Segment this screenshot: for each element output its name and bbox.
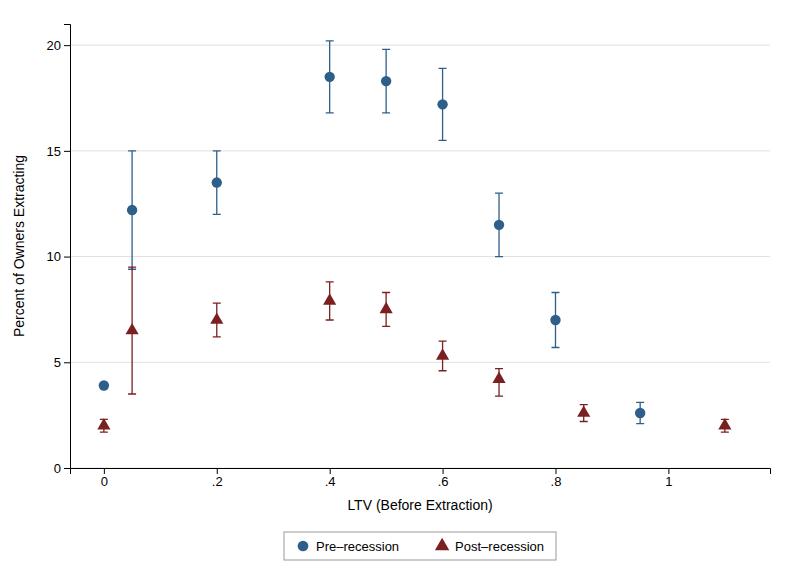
x-tick-mark [668, 468, 669, 474]
x-tick-label: .2 [212, 474, 223, 489]
y-tick-mark [64, 257, 70, 258]
point [210, 312, 223, 323]
point [635, 408, 645, 418]
x-tick: .8 [551, 468, 562, 489]
x-tick-label: 1 [665, 474, 672, 489]
y-tick: 10 [47, 249, 70, 264]
point [323, 293, 336, 304]
y-tick-label: 0 [54, 461, 61, 476]
x-tick-mark [330, 468, 331, 474]
grid-line [70, 45, 770, 46]
point [380, 302, 393, 313]
y-tick-label: 10 [47, 249, 61, 264]
legend-frame [284, 532, 556, 560]
y-tick-label: 20 [47, 38, 61, 53]
y-tick: 5 [54, 355, 70, 370]
y-tick-mark [64, 362, 70, 363]
x-tick-label: .8 [551, 474, 562, 489]
point [212, 177, 222, 187]
point [550, 315, 560, 325]
y-tick-mark [64, 151, 70, 152]
x-tick-label: .6 [438, 474, 449, 489]
x-tick-label: 0 [101, 474, 108, 489]
grid-line [70, 256, 770, 257]
point [99, 380, 109, 390]
legend-symbol [298, 541, 309, 552]
y-tick: 0 [54, 461, 70, 476]
point [97, 418, 110, 429]
y-tick-label: 5 [54, 355, 61, 370]
y-tick: 20 [47, 38, 70, 53]
grid [70, 45, 770, 468]
x-tick: .6 [438, 468, 449, 489]
x-axis-line [71, 469, 771, 475]
x-tick-mark [555, 468, 556, 474]
x-tick: .4 [325, 468, 336, 489]
point [324, 72, 334, 82]
y-axis-line [64, 25, 71, 469]
plot: 0.2.4.6.8105101520LTV (Before Extraction… [11, 25, 771, 514]
x-tick: .2 [212, 468, 223, 489]
grid-line [70, 150, 770, 151]
y-tick-label: 15 [47, 144, 61, 159]
x-tick-mark [217, 468, 218, 474]
series [99, 41, 646, 424]
grid-line [70, 362, 770, 363]
x-tick-label: .4 [325, 474, 336, 489]
x-tick: 0 [101, 468, 108, 489]
x-axis: 0 .2 .4 .6 .8 1 [71, 468, 771, 489]
x-tick: 1 [665, 468, 672, 489]
marks [97, 41, 731, 432]
point [492, 372, 505, 383]
legend-label: Pre–recession [316, 539, 399, 554]
x-tick-mark [104, 468, 105, 474]
point [126, 323, 139, 334]
chart: 0.2.4.6.8105101520LTV (Before Extraction… [0, 0, 794, 578]
legend-symbol [435, 538, 449, 550]
legend-item: Post–recession [435, 538, 544, 554]
point [718, 418, 731, 429]
legend-item: Pre–recession [298, 539, 399, 554]
x-tick-mark [443, 468, 444, 474]
series [97, 267, 731, 432]
y-axis-title: Percent of Owners Extracting [11, 155, 27, 337]
y-axis: 0 5 10 15 20 [47, 25, 71, 476]
legend: Pre–recession Post–recession [284, 532, 556, 560]
y-tick-mark [64, 45, 70, 46]
legend-label: Post–recession [455, 539, 544, 554]
point [577, 405, 590, 416]
y-tick: 15 [47, 144, 70, 159]
point [127, 205, 137, 215]
x-axis-title: LTV (Before Extraction) [347, 497, 492, 513]
y-tick-mark [64, 468, 70, 469]
point [494, 220, 504, 230]
point [436, 348, 449, 359]
point [381, 76, 391, 86]
point [437, 99, 447, 109]
